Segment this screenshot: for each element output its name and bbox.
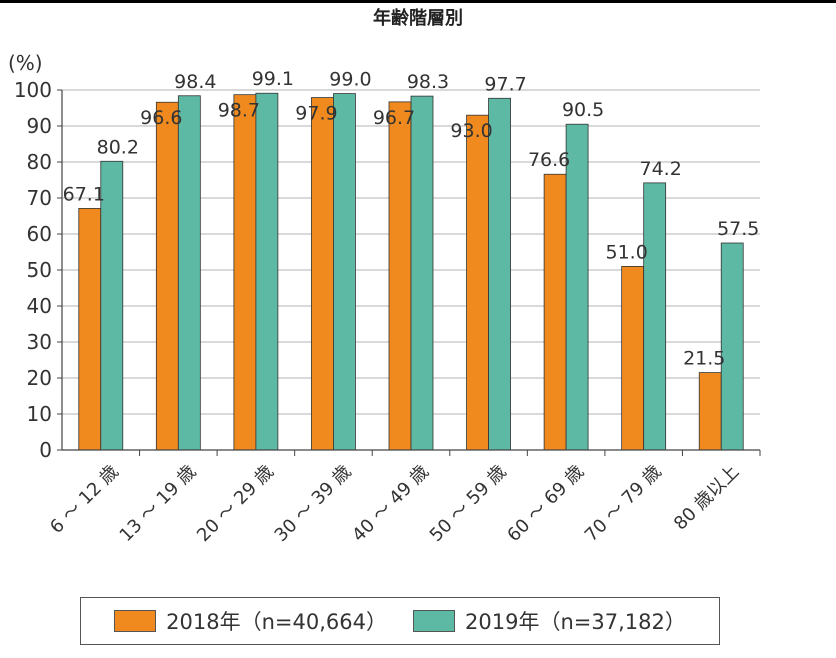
bar-2018 bbox=[698, 372, 722, 451]
legend-label-2018: 2018年（n=40,664） bbox=[166, 610, 387, 634]
y-tick-label: 20 bbox=[27, 366, 52, 390]
legend-item-2019: 2019年（n=37,182） bbox=[413, 606, 686, 636]
bar-2018 bbox=[466, 114, 489, 451]
data-label-2018: 93.0 bbox=[450, 120, 492, 142]
legend: 2018年（n=40,664） 2019年（n=37,182） bbox=[80, 597, 720, 645]
bar-2019 bbox=[720, 242, 744, 451]
bar-2019 bbox=[643, 182, 667, 451]
data-label-2018: 96.7 bbox=[373, 107, 415, 129]
legend-item-2018: 2018年（n=40,664） bbox=[114, 606, 387, 636]
legend-swatch-2019 bbox=[413, 610, 455, 632]
data-label-2019: 97.7 bbox=[484, 73, 526, 95]
x-tick-label: 40 〜 49 歳 bbox=[348, 461, 433, 546]
data-label-2019: 98.3 bbox=[407, 71, 449, 93]
bar-chart: 年齢階層別 (%) 0 10 20 30 40 50 60 70 80 90 100 67.1 80.2… bbox=[8, 7, 761, 546]
data-label-2019: 74.2 bbox=[640, 158, 682, 180]
data-label-2018: 67.1 bbox=[63, 183, 105, 205]
bar-2018 bbox=[388, 101, 412, 451]
data-label-2018: 98.7 bbox=[218, 100, 260, 122]
bar-2018 bbox=[233, 94, 257, 451]
bar-2018 bbox=[155, 101, 179, 451]
data-label-2018: 51.0 bbox=[606, 241, 648, 263]
data-label-2018: 96.6 bbox=[140, 107, 182, 129]
bar-2018 bbox=[543, 173, 567, 451]
y-tick-label: 30 bbox=[27, 330, 52, 354]
y-tick-label: 0 bbox=[39, 438, 52, 462]
data-label-2019: 90.5 bbox=[562, 99, 604, 121]
data-label-2018: 97.9 bbox=[295, 103, 337, 125]
bar-2019 bbox=[333, 93, 356, 451]
data-label-2019: 98.4 bbox=[174, 71, 216, 93]
data-label-2018: 76.6 bbox=[528, 149, 570, 171]
y-tick-label: 50 bbox=[27, 258, 52, 282]
x-tick-label: 80 歳以上 bbox=[670, 461, 743, 534]
x-tick-label: 20 〜 29 歳 bbox=[193, 461, 278, 546]
data-label-2019: 57.5 bbox=[717, 218, 759, 240]
legend-label-2019: 2019年（n=37,182） bbox=[465, 610, 686, 634]
data-label-2019: 99.0 bbox=[329, 69, 371, 91]
chart-title: 年齢階層別 bbox=[373, 7, 463, 29]
x-tick-label: 50 〜 59 歳 bbox=[426, 461, 511, 546]
top-rule bbox=[0, 0, 836, 3]
y-tick-label: 100 bbox=[14, 78, 52, 102]
bar-2018 bbox=[621, 265, 645, 451]
y-tick-label: 40 bbox=[27, 294, 52, 318]
y-tick-label: 70 bbox=[27, 186, 52, 210]
bar-2018 bbox=[311, 97, 334, 451]
bar-2019 bbox=[410, 95, 434, 451]
bar-2019 bbox=[177, 95, 201, 451]
legend-swatch-2018 bbox=[114, 610, 157, 632]
x-tick-label: 13 〜 19 歳 bbox=[116, 461, 201, 546]
y-tick-label: 10 bbox=[27, 402, 52, 426]
bar-2019 bbox=[255, 92, 279, 451]
x-tick-label: 70 〜 79 歳 bbox=[581, 461, 666, 546]
y-tick-label: 80 bbox=[27, 150, 52, 174]
data-label-2019: 80.2 bbox=[97, 136, 139, 158]
y-tick-label: 60 bbox=[27, 222, 52, 246]
bar-2018 bbox=[78, 208, 102, 451]
bar-2019 bbox=[488, 97, 511, 451]
x-tick-label: 30 〜 39 歳 bbox=[271, 461, 356, 546]
data-label-2018: 21.5 bbox=[683, 348, 725, 370]
x-tick-label: 6 〜 12 歳 bbox=[46, 461, 123, 538]
bar-2019 bbox=[565, 123, 589, 451]
y-tick-label: 90 bbox=[27, 114, 52, 138]
y-axis-unit: (%) bbox=[8, 51, 43, 75]
data-label-2019: 99.1 bbox=[252, 68, 294, 90]
x-tick-label: 60 〜 69 歳 bbox=[503, 461, 588, 546]
